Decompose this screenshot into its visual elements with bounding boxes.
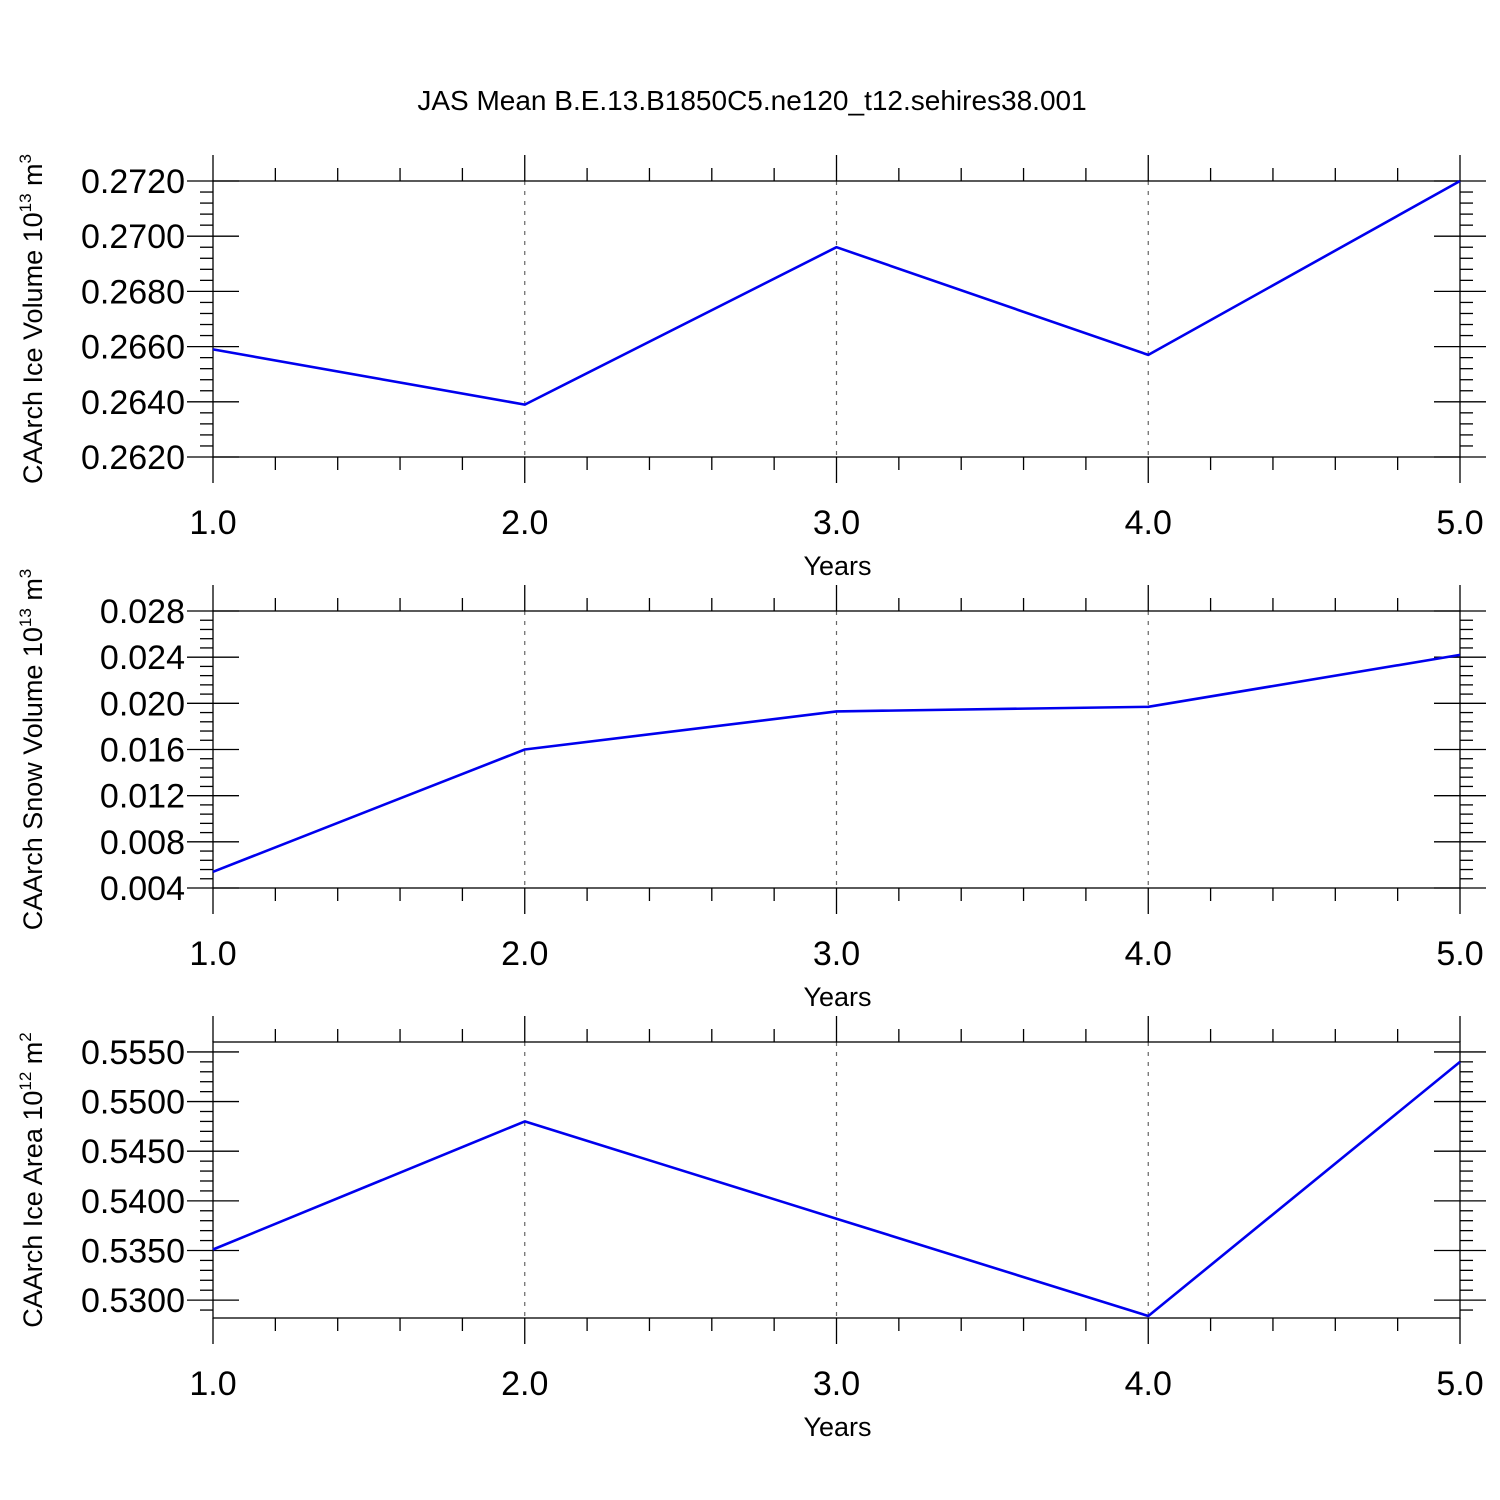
- y-tick-label: 0.2680: [81, 273, 185, 311]
- figure-title: JAS Mean B.E.13.B1850C5.ne120_t12.sehire…: [417, 85, 1086, 116]
- y-tick-label: 0.008: [100, 824, 185, 862]
- panel-2: 1.0 2.0 3.0 4.0 5.0 0.004 0.008 0.012 0.016 0.020…: [16, 569, 1486, 1012]
- y-tick-label: 0.2720: [81, 163, 185, 201]
- x-axis-label: Years: [803, 551, 871, 581]
- panel-1: 1.0 2.0 3.0 4.0 5.0 0.2620 0.2640 0.2660 0.2680 0…: [16, 154, 1486, 581]
- panel-3: 1.0 2.0 3.0 4.0 5.0 0.5300 0.5350 0.5400 0.5450 0…: [16, 1016, 1486, 1442]
- y-tick-label: 0.004: [100, 870, 185, 908]
- x-tick-label: 5.0: [1436, 1365, 1483, 1403]
- y-tick-label: 0.2700: [81, 218, 185, 256]
- x-tick-label: 2.0: [501, 935, 548, 973]
- panels: 1.0 2.0 3.0 4.0 5.0 0.2620 0.2640 0.2660 0.2680 0…: [16, 154, 1486, 1442]
- x-tick-label: 4.0: [1125, 935, 1172, 973]
- x-tick-label: 1.0: [189, 935, 236, 973]
- x-tick-label: 4.0: [1125, 504, 1172, 542]
- x-tick-label: 1.0: [189, 504, 236, 542]
- series-line: [212, 1060, 1461, 1318]
- x-tick-label: 2.0: [501, 1365, 548, 1403]
- x-axis-label: Years: [803, 1412, 871, 1442]
- y-tick-label: 0.5450: [81, 1133, 185, 1171]
- y-tick-label: 0.5400: [81, 1183, 185, 1221]
- y-axis-label: CAArch Ice Volume 1013 m3: [16, 154, 48, 484]
- y-tick-label: 0.024: [100, 639, 185, 677]
- y-tick-label: 0.2640: [81, 384, 185, 422]
- x-tick-label: 1.0: [189, 1365, 236, 1403]
- y-tick-label: 0.5350: [81, 1232, 185, 1270]
- y-tick-label: 0.012: [100, 778, 185, 816]
- y-tick-label: 0.5300: [81, 1282, 185, 1320]
- x-tick-label: 3.0: [813, 1365, 860, 1403]
- x-tick-label: 5.0: [1436, 935, 1483, 973]
- x-tick-label: 3.0: [813, 935, 860, 973]
- y-tick-label: 0.5550: [81, 1034, 185, 1072]
- y-tick-label: 0.016: [100, 732, 185, 770]
- x-tick-label: 4.0: [1125, 1365, 1172, 1403]
- y-tick-label: 0.2620: [81, 439, 185, 477]
- x-tick-label: 5.0: [1436, 504, 1483, 542]
- x-tick-label: 2.0: [501, 504, 548, 542]
- y-axis-label: CAArch Snow Volume 1013 m3: [16, 569, 48, 931]
- x-axis-label: Years: [803, 982, 871, 1012]
- y-tick-label: 0.020: [100, 685, 185, 723]
- y-tick-label: 0.5500: [81, 1084, 185, 1122]
- y-tick-label: 0.028: [100, 593, 185, 631]
- x-tick-label: 3.0: [813, 504, 860, 542]
- y-axis-label: CAArch Ice Area 1012 m2: [16, 1032, 48, 1328]
- y-tick-label: 0.2660: [81, 329, 185, 367]
